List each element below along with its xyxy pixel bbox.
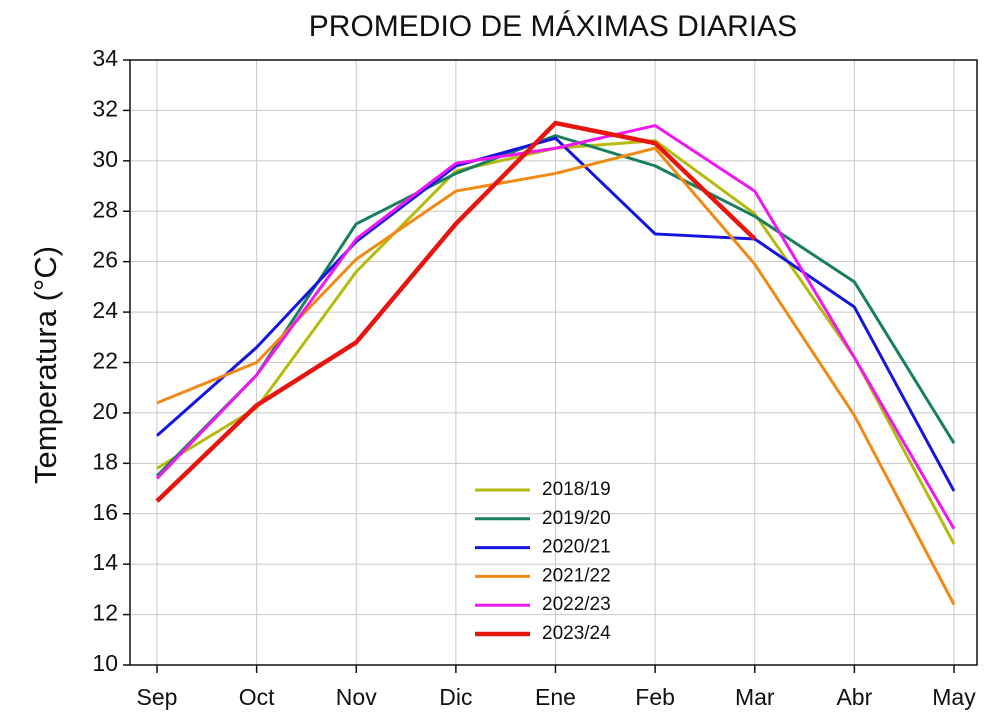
x-tick-label: Mar [735,684,775,710]
y-tick-label: 16 [92,499,118,525]
x-tick-label: May [932,684,976,710]
y-tick-label: 20 [92,398,118,424]
y-axis-label: Temperatura (°C) [28,246,63,484]
x-tick-label: Oct [239,684,275,710]
plot-frame [129,59,978,666]
y-tick-label: 26 [92,247,118,273]
legend-label: 2023/24 [542,623,611,644]
y-tick-label: 28 [92,196,118,222]
y-tick-label: 12 [92,600,118,626]
legend-label: 2019/20 [542,508,611,529]
series-line [156,136,956,492]
legend-label: 2020/21 [542,537,611,558]
x-tick-label: Dic [439,684,472,710]
legend-label: 2018/19 [542,479,611,500]
series-line [155,120,757,503]
y-tick-label: 30 [92,146,118,172]
y-tick-label: 22 [92,348,118,374]
y-tick-label: 32 [92,95,118,121]
x-tick-label: Nov [336,684,377,710]
legend-label: 2021/22 [542,565,611,586]
x-tick-label: Abr [836,684,872,710]
series-line [155,124,956,530]
chart-title: PROMEDIO DE MÁXIMAS DIARIAS [309,10,797,43]
legend-label: 2022/23 [542,594,611,615]
series-line [155,134,956,477]
y-tick-label: 14 [92,549,118,575]
x-tick-label: Ene [535,684,576,710]
y-tick-label: 10 [92,650,118,676]
y-tick-label: 34 [92,45,118,71]
y-tick-label: 24 [92,297,118,323]
y-tick-label: 18 [92,448,118,474]
x-tick-label: Feb [635,684,675,710]
x-tick-label: Sep [137,684,178,710]
